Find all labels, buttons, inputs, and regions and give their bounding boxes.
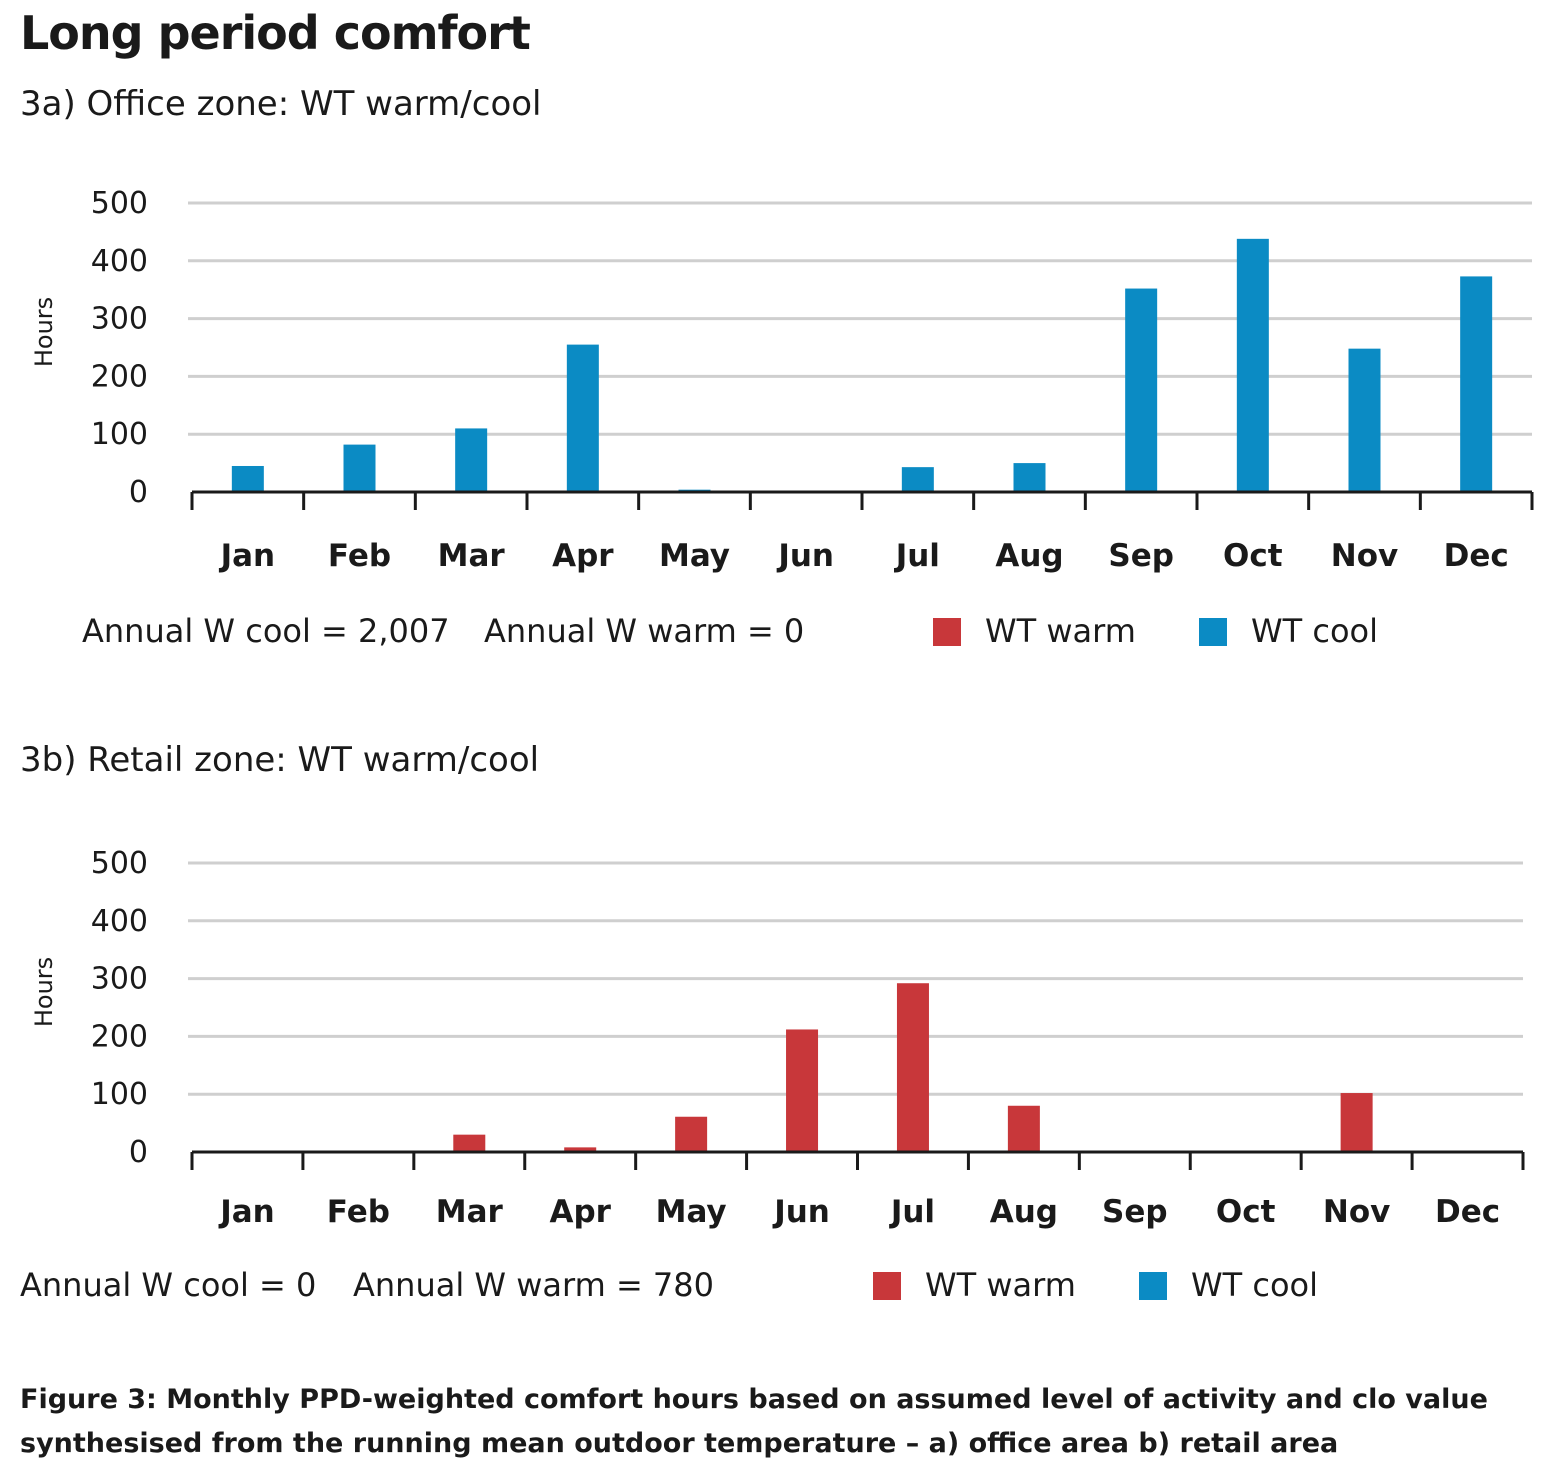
retail-month-label-jul: Jul xyxy=(889,1194,935,1230)
office-month-label-dec: Dec xyxy=(1444,538,1509,574)
office-month-label-jul: Jul xyxy=(894,538,940,574)
panel-b-legend-warm-label: WT warm xyxy=(925,1266,1076,1304)
retail-y-tick-label: 0 xyxy=(129,1135,148,1170)
panel-b-legend-cool-label: WT cool xyxy=(1191,1266,1318,1304)
office-bar-dec-cool xyxy=(1460,276,1493,492)
retail-month-label-apr: Apr xyxy=(549,1194,611,1230)
office-bar-jan-cool xyxy=(231,465,264,492)
retail-bar-aug-warm xyxy=(1007,1105,1040,1152)
retail-bar-nov-warm xyxy=(1340,1093,1373,1152)
office-bar-aug-cool xyxy=(1013,463,1046,492)
retail-y-tick-label: 400 xyxy=(91,904,148,939)
office-y-tick-label: 0 xyxy=(129,475,148,510)
panel-a-title: 3a) Office zone: WT warm/cool xyxy=(20,84,542,124)
retail-bar-jul-warm xyxy=(896,983,929,1152)
retail-month-label-dec: Dec xyxy=(1435,1194,1500,1230)
panel-b-title: 3b) Retail zone: WT warm/cool xyxy=(20,740,540,780)
office-bar-nov-cool xyxy=(1348,348,1381,492)
retail-bar-apr-warm xyxy=(564,1147,597,1152)
office-zone-chart: 0 100 200 300 400 500 Hours Jan Feb Mar Apr May Jun J… xyxy=(30,186,1534,574)
retail-month-label-mar: Mar xyxy=(436,1194,504,1230)
retail-y-tick-label: 200 xyxy=(91,1019,148,1054)
office-month-label-mar: Mar xyxy=(438,538,506,574)
retail-y-tick-label: 500 xyxy=(91,846,148,881)
retail-month-label-feb: Feb xyxy=(327,1194,390,1230)
office-y-tick-label: 100 xyxy=(91,417,148,452)
panel-a-annual-cool: Annual W cool = 2,007 xyxy=(82,612,450,650)
retail-y-tick-label: 300 xyxy=(91,962,148,997)
page-title: Long period comfort xyxy=(20,6,531,60)
panel-a-legend-cool-label: WT cool xyxy=(1251,612,1378,650)
office-month-label-jun: Jun xyxy=(776,538,834,574)
retail-bar-mar-warm xyxy=(453,1134,486,1152)
panel-b-legend-cool-swatch xyxy=(1139,1272,1167,1300)
office-month-label-nov: Nov xyxy=(1331,538,1398,574)
office-bar-feb-cool xyxy=(343,444,376,492)
retail-y-tick-label: 100 xyxy=(91,1077,148,1112)
office-bar-mar-cool xyxy=(455,428,488,492)
office-month-label-oct: Oct xyxy=(1223,538,1283,574)
retail-month-label-jan: Jan xyxy=(218,1194,275,1230)
office-bar-sep-cool xyxy=(1125,288,1158,492)
panel-b-legend-warm-swatch xyxy=(873,1272,901,1300)
figure-caption: Figure 3: Monthly PPD-weighted comfort h… xyxy=(20,1384,1488,1459)
office-month-label-sep: Sep xyxy=(1108,538,1174,574)
office-y-axis-label: Hours xyxy=(30,297,58,367)
retail-month-label-sep: Sep xyxy=(1102,1194,1168,1230)
retail-bar-jun-warm xyxy=(786,1029,819,1152)
panel-a-legend-warm-swatch xyxy=(933,618,961,646)
panel-a-legend-cool-swatch xyxy=(1199,618,1227,646)
retail-month-label-may: May xyxy=(656,1194,727,1230)
retail-month-label-nov: Nov xyxy=(1323,1194,1390,1230)
office-y-tick-label: 400 xyxy=(91,244,148,279)
office-y-tick-label: 500 xyxy=(91,186,148,221)
office-bar-oct-cool xyxy=(1236,238,1269,492)
office-y-tick-label: 200 xyxy=(91,359,148,394)
office-y-tick-label: 300 xyxy=(91,302,148,337)
office-bar-apr-cool xyxy=(566,344,599,492)
retail-month-label-jun: Jun xyxy=(772,1194,830,1230)
retail-y-axis-label: Hours xyxy=(30,957,58,1027)
panel-b-annual-warm: Annual W warm = 780 xyxy=(353,1266,714,1304)
office-bar-jul-cool xyxy=(901,467,934,492)
office-month-label-aug: Aug xyxy=(995,538,1063,574)
panel-b-annual-cool: Annual W cool = 0 xyxy=(20,1266,317,1304)
office-month-label-may: May xyxy=(659,538,730,574)
panel-a-annual-warm: Annual W warm = 0 xyxy=(484,612,805,650)
office-month-label-apr: Apr xyxy=(552,538,614,574)
office-month-label-jan: Jan xyxy=(219,538,276,574)
panel-a-legend-warm-label: WT warm xyxy=(985,612,1136,650)
office-month-label-feb: Feb xyxy=(328,538,391,574)
retail-month-label-aug: Aug xyxy=(990,1194,1058,1230)
retail-month-label-oct: Oct xyxy=(1216,1194,1276,1230)
retail-zone-chart: 0 100 200 300 400 500 Hours Jan Feb Mar Apr May Jun J… xyxy=(30,846,1525,1230)
retail-bar-may-warm xyxy=(675,1116,708,1152)
